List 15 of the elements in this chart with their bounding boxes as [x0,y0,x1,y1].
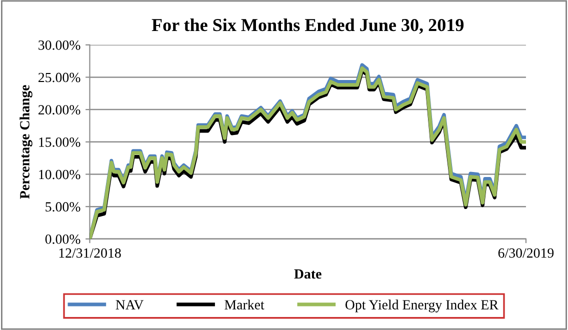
x-tick-label: 6/30/2019 [498,248,554,258]
y-tick-label: 15.00% [39,137,80,147]
y-tick-label: 25.00% [38,72,80,82]
y-tick-label: 5.00% [46,202,80,212]
x-axis-title: Date [294,269,322,279]
legend-label: Opt Yield Energy Index ER [345,300,498,312]
legend-label: Market [224,300,264,310]
chart-title: For the Six Months Ended June 30, 2019 [152,18,464,34]
y-tick-label: 30.00% [38,40,80,50]
legend-label: NAV [116,300,144,310]
y-tick-label: 20.00% [38,105,80,115]
y-axis-title: Percentage Change [20,85,32,199]
x-tick-label: 12/31/2018 [59,248,121,258]
y-tick-label: 0.00% [45,234,80,244]
y-tick-label: 10.00% [39,170,80,180]
